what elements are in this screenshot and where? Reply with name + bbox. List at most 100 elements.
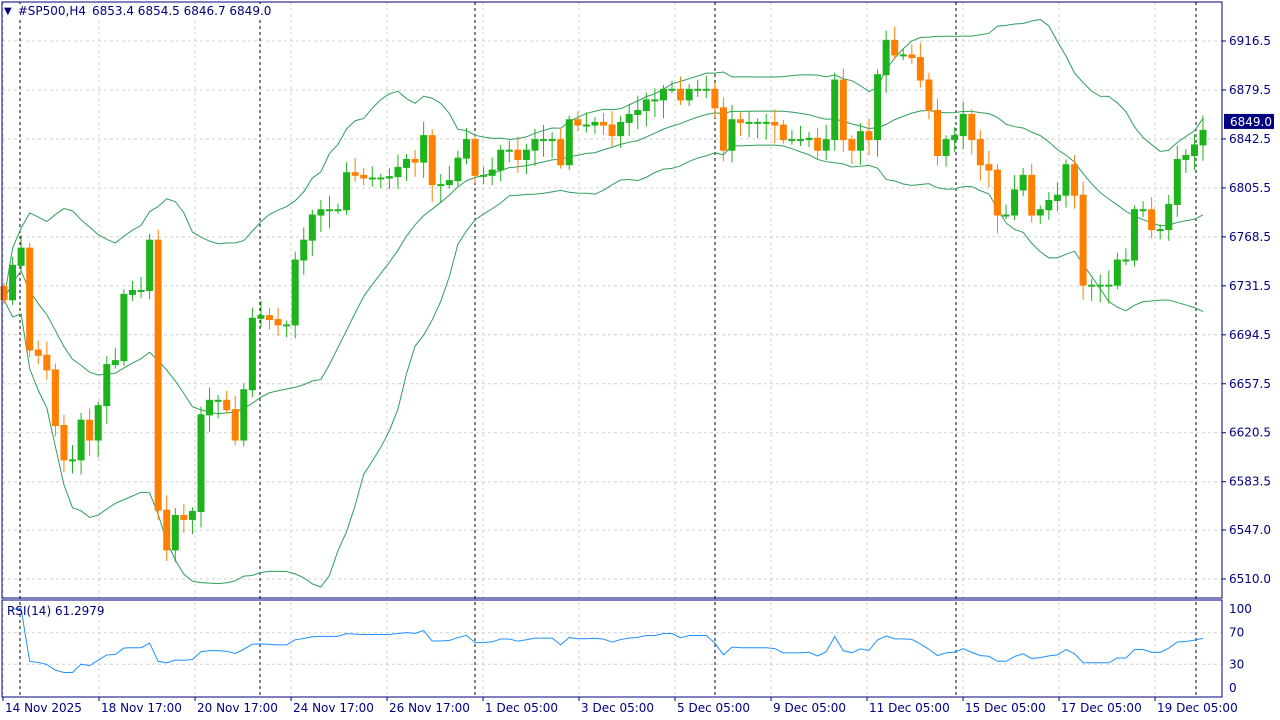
bull-candle [94, 405, 102, 441]
bull-candle [206, 399, 214, 416]
bear-candle [600, 121, 607, 126]
last-price-label: 6849.0 [1230, 115, 1272, 129]
bull-candle [651, 99, 659, 102]
bull-candle [1011, 189, 1019, 216]
rsi-line [12, 608, 1204, 674]
last-price-badge: 6849.0 [1224, 113, 1274, 129]
bull-candle [137, 289, 145, 292]
bull-candle [103, 364, 111, 407]
bull-candle [77, 419, 85, 461]
bear-candle [180, 514, 188, 520]
bear-candle [677, 88, 685, 101]
bear-candle [60, 424, 68, 461]
bear-candle [154, 239, 162, 511]
y-tick-label: 6916.5 [1229, 34, 1271, 48]
bull-candle [540, 139, 548, 142]
bear-candle [779, 124, 787, 141]
x-tick-label: 17 Dec 05:00 [1061, 701, 1142, 715]
candles [0, 26, 1207, 563]
bear-candle [265, 315, 273, 321]
bull-candle [120, 293, 128, 362]
bear-candle [574, 119, 582, 126]
bull-candle [188, 510, 196, 520]
bull-candle [642, 99, 650, 111]
period-separators [19, 2, 1197, 697]
bear-candle [839, 79, 847, 141]
bear-candle [908, 54, 916, 59]
bear-candle [471, 139, 479, 176]
bull-candle [1122, 259, 1130, 262]
bear-candle [351, 172, 359, 176]
bull-candle [480, 174, 488, 177]
bear-candle [51, 369, 59, 426]
bear-candle [993, 169, 1001, 216]
bull-candle [385, 176, 393, 179]
x-tick-label: 14 Nov 2025 [5, 701, 82, 715]
chart-header: ▼ #SP500,H4 6853.4 6854.5 6846.7 6849.0 [4, 4, 272, 18]
main-plot-frame [1, 1, 1223, 599]
y-tick-label: 6805.5 [1229, 181, 1271, 195]
bull-candle [899, 54, 907, 57]
x-tick-label: 18 Nov 17:00 [101, 701, 182, 715]
rsi-tick-label: 30 [1229, 657, 1244, 671]
y-tick-label: 6731.5 [1229, 279, 1271, 293]
y-tick-label: 6768.5 [1229, 230, 1271, 244]
bear-candle [719, 107, 727, 151]
y-tick-label: 6510.0 [1229, 572, 1271, 586]
bull-candle [1053, 194, 1061, 201]
bull-candle [1130, 209, 1138, 261]
bull-candle [659, 88, 667, 101]
y-tick-label: 6694.5 [1229, 328, 1271, 342]
bull-candle [634, 109, 642, 115]
x-tick-label: 3 Dec 05:00 [581, 701, 654, 715]
bear-candle [771, 121, 779, 126]
x-tick-label: 1 Dec 05:00 [485, 701, 558, 715]
chart-menu-triangle-icon[interactable]: ▼ [4, 5, 12, 17]
bear-candle [231, 409, 239, 441]
bear-candle [737, 119, 745, 123]
bull-candle [377, 177, 385, 180]
rsi-panel [2, 608, 1222, 674]
bull-candle [17, 247, 25, 266]
bull-candle [874, 74, 882, 141]
x-tick-label: 11 Dec 05:00 [869, 701, 950, 715]
y-tick-label: 6547.0 [1229, 523, 1271, 537]
bear-candle [411, 158, 419, 163]
bull-candle [1088, 284, 1096, 287]
bull-candle [805, 137, 813, 141]
bull-candle [548, 139, 556, 142]
rsi-tick-label: 100 [1229, 602, 1252, 616]
bear-candle [274, 319, 282, 326]
bull-candle [1190, 144, 1198, 156]
x-tick-label: 26 Nov 17:00 [389, 701, 470, 715]
bull-candle [522, 149, 530, 160]
bb-upper-line [3, 18, 1204, 300]
rsi-tick-label: 70 [1229, 626, 1244, 640]
bull-candle [728, 119, 736, 151]
bear-candle [976, 139, 984, 166]
bear-candle [557, 139, 565, 166]
bull-candle [300, 239, 308, 261]
bear-candle [985, 164, 993, 171]
bear-candle [163, 509, 171, 551]
x-tick-label: 24 Nov 17:00 [293, 701, 374, 715]
bull-candle [394, 166, 402, 178]
bull-candle [1139, 209, 1147, 212]
bull-candle [951, 135, 959, 141]
bull-candle [283, 324, 291, 327]
x-tick-label: 9 Dec 05:00 [773, 701, 846, 715]
bull-candle [334, 209, 342, 212]
bull-candle [1062, 164, 1070, 196]
rsi-plot-frame [1, 599, 1223, 698]
bull-candle [1036, 209, 1044, 216]
bull-candle [308, 214, 316, 241]
bear-candle [1071, 164, 1079, 196]
bull-candle [959, 113, 967, 137]
bull-candle [565, 119, 573, 166]
bull-candle [796, 139, 804, 142]
bear-candle [223, 399, 231, 411]
bull-candle [1165, 203, 1173, 231]
bull-candle [368, 177, 376, 180]
bull-candle [1173, 158, 1181, 205]
